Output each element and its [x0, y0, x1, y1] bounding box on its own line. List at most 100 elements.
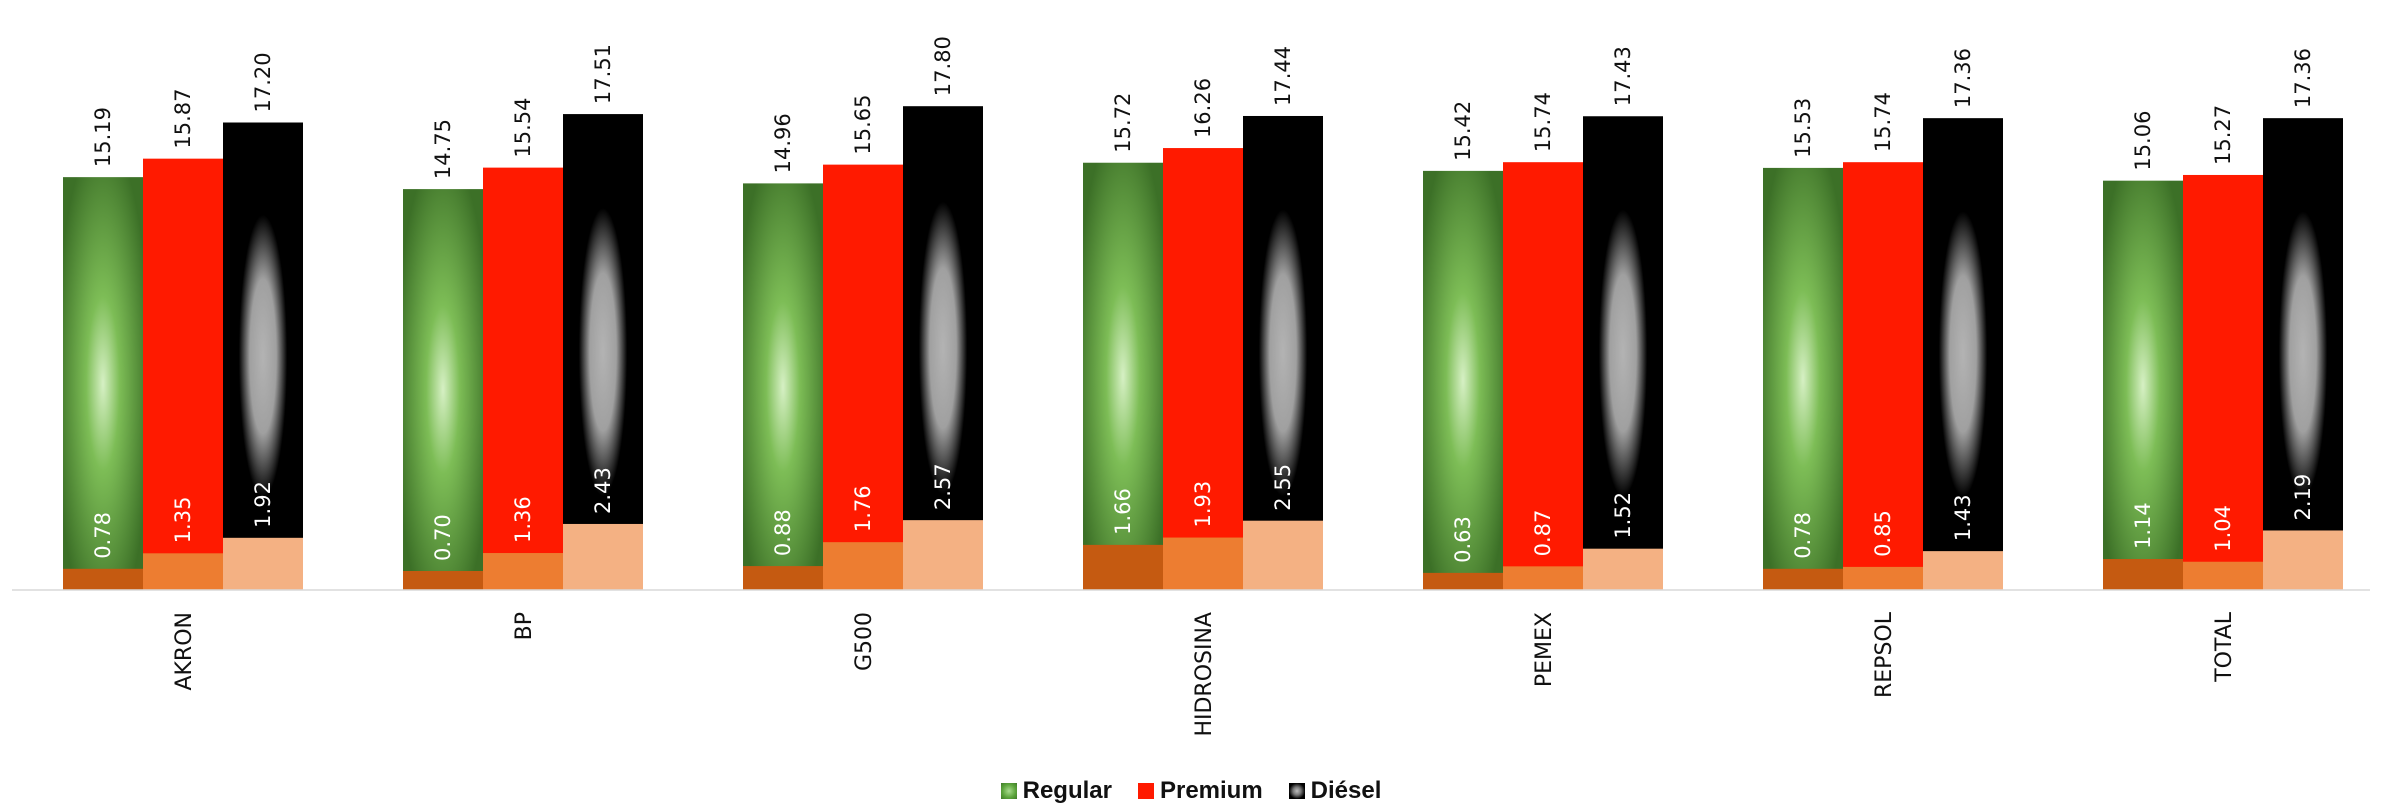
- secondary-label-premium-repsol: 0.85: [1871, 510, 1895, 557]
- bar-diesel-secondary-pemex: [1583, 548, 1663, 590]
- legend-item-regular: Regular: [1000, 777, 1112, 805]
- bar-diesel-secondary-bp: [563, 523, 643, 590]
- value-label-premium-hidrosina: 16.26: [1191, 78, 1215, 138]
- legend-item-diesel: Diésel: [1288, 777, 1382, 805]
- value-label-diesel-repsol: 17.36: [1951, 48, 1975, 108]
- secondary-label-diesel-repsol: 1.43: [1951, 494, 1975, 541]
- secondary-label-diesel-pemex: 1.52: [1611, 492, 1635, 539]
- bar-premium-secondary-bp: [483, 553, 563, 590]
- secondary-label-diesel-g500: 2.57: [931, 463, 955, 510]
- bar-regular-pemex: [1423, 170, 1503, 590]
- value-label-diesel-akron: 17.20: [251, 52, 275, 112]
- bar-regular-bp: [403, 189, 483, 590]
- value-label-diesel-hidrosina: 17.44: [1271, 46, 1295, 106]
- value-label-regular-hidrosina: 15.72: [1111, 93, 1135, 153]
- bar-diesel-bp: [563, 114, 643, 591]
- bar-premium-repsol: [1843, 162, 1923, 590]
- bars-layer: [63, 106, 2343, 591]
- bar-premium-secondary-hidrosina: [1163, 537, 1243, 590]
- bar-diesel-total: [2263, 118, 2343, 590]
- value-label-regular-repsol: 15.53: [1791, 98, 1815, 158]
- bar-premium-secondary-g500: [823, 542, 903, 590]
- bar-diesel-secondary-total: [2263, 530, 2343, 590]
- category-label-repsol: REPSOL: [1872, 611, 1897, 698]
- bar-premium-secondary-akron: [143, 553, 223, 590]
- secondary-label-regular-pemex: 0.63: [1451, 516, 1475, 563]
- bar-regular-secondary-hidrosina: [1083, 544, 1163, 590]
- legend: Regular Premium Diésel: [0, 776, 2382, 806]
- bar-regular-secondary-g500: [743, 566, 823, 590]
- secondary-label-diesel-bp: 2.43: [591, 467, 615, 514]
- secondary-label-premium-bp: 1.36: [511, 496, 535, 543]
- bar-regular-repsol: [1763, 167, 1843, 591]
- bar-regular-g500: [743, 183, 823, 590]
- bar-regular-secondary-repsol: [1763, 568, 1843, 590]
- bar-regular-secondary-bp: [403, 570, 483, 590]
- value-label-diesel-g500: 17.80: [931, 36, 955, 96]
- bar-premium-total: [2183, 174, 2263, 590]
- labels-layer: 15.19 0.78 15.87 1.35 17.20 1.92 14.75 0.70 15.5…: [91, 36, 2315, 563]
- secondary-label-premium-total: 1.04: [2211, 505, 2235, 552]
- bar-diesel-hidrosina: [1243, 115, 1323, 590]
- value-label-premium-total: 15.27: [2211, 105, 2235, 165]
- secondary-label-premium-pemex: 0.87: [1531, 510, 1555, 557]
- bar-diesel-secondary-akron: [223, 537, 303, 590]
- secondary-label-diesel-akron: 1.92: [251, 481, 275, 528]
- bar-regular-hidrosina: [1083, 162, 1163, 590]
- bar-diesel-repsol: [1923, 118, 2003, 590]
- value-label-regular-akron: 15.19: [91, 107, 115, 167]
- bar-regular-total: [2103, 180, 2183, 591]
- legend-label-regular: Regular: [1022, 777, 1112, 804]
- bar-diesel-pemex: [1583, 116, 1663, 591]
- value-label-diesel-bp: 17.51: [591, 44, 615, 104]
- secondary-label-regular-akron: 0.78: [91, 512, 115, 559]
- bar-diesel-secondary-g500: [903, 520, 983, 590]
- secondary-label-premium-akron: 1.35: [171, 497, 195, 544]
- secondary-label-regular-total: 1.14: [2131, 502, 2155, 549]
- value-label-premium-akron: 15.87: [171, 89, 195, 149]
- value-label-premium-repsol: 15.74: [1871, 92, 1895, 152]
- category-label-pemex: PEMEX: [1532, 612, 1557, 687]
- category-label-hidrosina: HIDROSINA: [1192, 612, 1217, 737]
- value-label-diesel-total: 17.36: [2291, 48, 2315, 108]
- value-label-regular-bp: 14.75: [431, 119, 455, 179]
- value-label-regular-g500: 14.96: [771, 113, 795, 173]
- secondary-label-regular-repsol: 0.78: [1791, 512, 1815, 559]
- bar-premium-secondary-repsol: [1843, 566, 1923, 590]
- bar-diesel-secondary-repsol: [1923, 551, 2003, 590]
- secondary-label-regular-bp: 0.70: [431, 514, 455, 561]
- category-labels: AKRON BP G500 HIDROSINA PEMEX REPSOL TOTAL: [172, 611, 2237, 736]
- bar-premium-akron: [143, 158, 223, 591]
- secondary-label-regular-hidrosina: 1.66: [1111, 488, 1135, 535]
- bar-diesel-akron: [223, 122, 303, 590]
- legend-swatch-premium: [1137, 783, 1154, 799]
- category-label-g500: G500: [852, 612, 877, 671]
- bar-regular-secondary-total: [2103, 559, 2183, 590]
- bar-premium-secondary-pemex: [1503, 566, 1583, 590]
- category-label-total: TOTAL: [2212, 611, 2237, 683]
- bar-regular-secondary-pemex: [1423, 572, 1503, 590]
- bar-regular-akron: [63, 177, 143, 590]
- secondary-label-premium-hidrosina: 1.93: [1191, 481, 1215, 528]
- legend-label-premium: Premium: [1159, 777, 1263, 804]
- legend-item-premium: Premium: [1137, 777, 1263, 805]
- legend-swatch-diesel: [1288, 783, 1305, 799]
- bar-diesel-secondary-hidrosina: [1243, 520, 1323, 590]
- bar-chart: 15.19 0.78 15.87 1.35 17.20 1.92 14.75 0.70 15.5…: [12, 36, 2370, 737]
- value-label-premium-g500: 15.65: [851, 95, 875, 155]
- bar-diesel-g500: [903, 106, 983, 591]
- legend-swatch-regular: [1000, 783, 1017, 799]
- bar-premium-secondary-total: [2183, 561, 2263, 590]
- category-label-akron: AKRON: [172, 612, 197, 691]
- secondary-label-diesel-total: 2.19: [2291, 474, 2315, 521]
- bar-premium-bp: [483, 167, 563, 590]
- category-label-bp: BP: [512, 612, 537, 640]
- bar-regular-secondary-akron: [63, 568, 143, 590]
- bar-premium-hidrosina: [1163, 148, 1243, 590]
- value-label-premium-bp: 15.54: [511, 97, 535, 157]
- secondary-label-diesel-hidrosina: 2.55: [1271, 464, 1295, 511]
- value-label-regular-pemex: 15.42: [1451, 101, 1475, 161]
- secondary-label-regular-g500: 0.88: [771, 509, 795, 556]
- value-label-premium-pemex: 15.74: [1531, 92, 1555, 152]
- legend-label-diesel: Diésel: [1310, 777, 1382, 804]
